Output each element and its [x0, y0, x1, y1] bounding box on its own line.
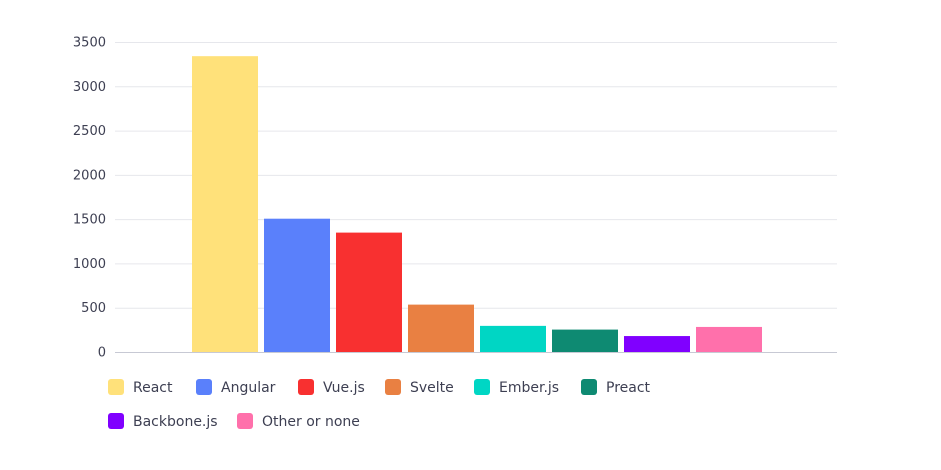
y-axis: 0 500 1000 1500 2000 2500 3000 3500	[73, 36, 106, 361]
y-tick-label: 2500	[73, 124, 106, 139]
legend-item[interactable]: Ember.js	[474, 379, 559, 396]
legend-swatch	[196, 379, 212, 395]
legend-label: Angular	[221, 380, 276, 396]
legend-label: React	[133, 380, 173, 396]
legend-item[interactable]: Vue.js	[298, 379, 365, 396]
y-tick-label: 3500	[73, 36, 106, 51]
bar-ember-js[interactable]	[480, 325, 546, 352]
legend: React Angular Vue.js Svelte Ember.js Preact Ba…	[108, 379, 651, 430]
legend-swatch	[474, 379, 490, 395]
legend-label: Backbone.js	[133, 414, 218, 430]
legend-label: Preact	[606, 380, 651, 396]
legend-item[interactable]: Other or none	[237, 413, 360, 430]
bar-backbone-js[interactable]	[624, 336, 690, 352]
bar-other-or-none[interactable]	[696, 326, 762, 352]
y-tick-label: 1500	[73, 213, 106, 228]
legend-item[interactable]: Svelte	[385, 379, 454, 396]
y-tick-label: 500	[81, 301, 106, 316]
legend-swatch	[581, 379, 597, 395]
legend-swatch	[298, 379, 314, 395]
legend-item[interactable]: Preact	[581, 379, 651, 396]
legend-label: Vue.js	[323, 380, 365, 396]
bar-svelte[interactable]	[408, 304, 474, 352]
legend-item[interactable]: Angular	[196, 379, 276, 396]
legend-item[interactable]: Backbone.js	[108, 413, 218, 430]
legend-item[interactable]: React	[108, 379, 173, 396]
y-tick-label: 3000	[73, 80, 106, 95]
legend-label: Svelte	[410, 380, 454, 396]
bar-react[interactable]	[192, 56, 258, 353]
bar-preact[interactable]	[552, 329, 618, 352]
y-tick-label: 2000	[73, 168, 106, 183]
y-tick-label: 0	[98, 346, 106, 361]
legend-swatch	[237, 413, 253, 429]
bar-angular[interactable]	[264, 218, 330, 352]
bars	[192, 56, 762, 353]
legend-swatch	[385, 379, 401, 395]
legend-label: Other or none	[262, 414, 360, 430]
bar-vue-js[interactable]	[336, 232, 402, 352]
y-tick-label: 1000	[73, 257, 106, 272]
legend-label: Ember.js	[499, 380, 559, 396]
legend-swatch	[108, 413, 124, 429]
legend-swatch	[108, 379, 124, 395]
